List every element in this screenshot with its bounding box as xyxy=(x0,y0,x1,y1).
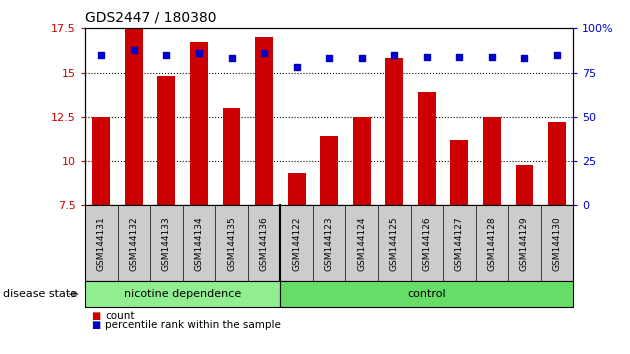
Text: GSM144132: GSM144132 xyxy=(129,216,139,271)
Text: nicotine dependence: nicotine dependence xyxy=(124,289,241,299)
Text: GSM144126: GSM144126 xyxy=(422,216,432,271)
Bar xyxy=(158,76,175,205)
Text: GSM144127: GSM144127 xyxy=(455,216,464,271)
Text: GSM144136: GSM144136 xyxy=(260,216,268,271)
Bar xyxy=(125,28,143,205)
Text: ■: ■ xyxy=(91,320,101,330)
Point xyxy=(292,64,302,70)
Point xyxy=(96,52,106,58)
Point xyxy=(454,54,464,59)
Text: GSM144124: GSM144124 xyxy=(357,216,366,270)
Point xyxy=(552,52,562,58)
Point xyxy=(357,56,367,61)
Text: GSM144123: GSM144123 xyxy=(324,216,334,271)
Point xyxy=(129,47,139,52)
Text: GSM144128: GSM144128 xyxy=(488,216,496,271)
Text: control: control xyxy=(408,289,446,299)
Point xyxy=(487,54,497,59)
Text: ■: ■ xyxy=(91,312,101,321)
Bar xyxy=(353,117,370,205)
Point xyxy=(389,52,399,58)
Bar xyxy=(418,92,436,205)
Point xyxy=(519,56,529,61)
Text: GSM144129: GSM144129 xyxy=(520,216,529,271)
Bar xyxy=(548,122,566,205)
Text: GSM144125: GSM144125 xyxy=(390,216,399,271)
Text: GSM144131: GSM144131 xyxy=(97,216,106,271)
Point xyxy=(161,52,171,58)
Text: GSM144130: GSM144130 xyxy=(553,216,561,271)
Bar xyxy=(320,136,338,205)
Bar xyxy=(288,173,306,205)
Text: count: count xyxy=(105,312,135,321)
Point xyxy=(422,54,432,59)
Bar xyxy=(515,165,534,205)
Point xyxy=(259,50,269,56)
Text: GSM144135: GSM144135 xyxy=(227,216,236,271)
Text: GDS2447 / 180380: GDS2447 / 180380 xyxy=(85,11,217,25)
Text: disease state: disease state xyxy=(3,289,77,299)
Text: GSM144134: GSM144134 xyxy=(195,216,203,271)
Bar xyxy=(450,140,468,205)
Point xyxy=(324,56,335,61)
Point xyxy=(194,50,204,56)
Text: percentile rank within the sample: percentile rank within the sample xyxy=(105,320,281,330)
Bar xyxy=(222,108,241,205)
Point xyxy=(227,56,237,61)
Text: GSM144122: GSM144122 xyxy=(292,216,301,270)
Bar xyxy=(483,117,501,205)
Bar xyxy=(255,37,273,205)
Bar xyxy=(386,58,403,205)
Bar xyxy=(93,117,110,205)
Text: GSM144133: GSM144133 xyxy=(162,216,171,271)
Bar xyxy=(190,42,208,205)
